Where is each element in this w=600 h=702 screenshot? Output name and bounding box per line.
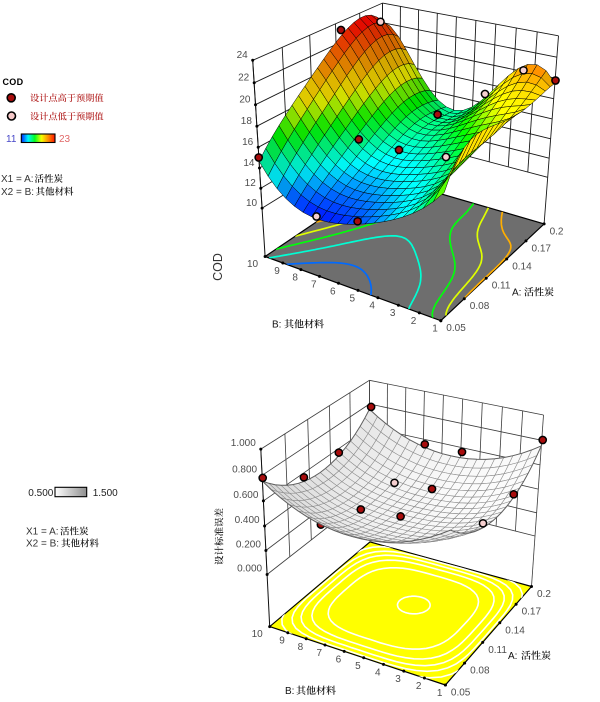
svg-text:2: 2 xyxy=(411,316,417,327)
svg-text:X1 = A:: X1 = A: xyxy=(1,174,34,185)
svg-text:2: 2 xyxy=(416,681,422,692)
svg-text:0.17: 0.17 xyxy=(532,243,552,254)
svg-text:4: 4 xyxy=(375,667,381,678)
svg-text:COD: COD xyxy=(211,253,225,281)
svg-text:0.000: 0.000 xyxy=(237,564,262,575)
svg-text:3: 3 xyxy=(390,308,396,319)
svg-text:COD: COD xyxy=(3,77,24,87)
svg-text:0.08: 0.08 xyxy=(470,301,490,312)
svg-text:4: 4 xyxy=(369,301,375,312)
svg-text:18: 18 xyxy=(241,116,253,127)
svg-text:16: 16 xyxy=(242,137,254,148)
svg-text:0.08: 0.08 xyxy=(470,666,490,677)
svg-text:7: 7 xyxy=(316,648,322,659)
svg-text:7: 7 xyxy=(311,279,317,290)
svg-text:X2 = B:: X2 = B: xyxy=(1,187,34,198)
svg-text:0.800: 0.800 xyxy=(232,464,257,475)
svg-text:1.000: 1.000 xyxy=(231,438,256,449)
svg-text:5: 5 xyxy=(349,293,355,304)
svg-text:9: 9 xyxy=(279,636,285,647)
svg-text:20: 20 xyxy=(239,95,251,106)
svg-text:9: 9 xyxy=(274,266,280,277)
svg-text:0.600: 0.600 xyxy=(233,490,258,501)
svg-text:6: 6 xyxy=(330,286,336,297)
svg-text:0.14: 0.14 xyxy=(505,625,525,636)
svg-text:0.14: 0.14 xyxy=(512,262,532,273)
svg-text:24: 24 xyxy=(237,50,249,61)
svg-text:10: 10 xyxy=(246,198,258,209)
svg-text:A:: A: xyxy=(512,288,521,299)
svg-text:8: 8 xyxy=(298,642,304,653)
svg-text:B:: B: xyxy=(285,686,294,697)
svg-text:23: 23 xyxy=(59,134,71,145)
svg-text:0.05: 0.05 xyxy=(451,688,471,699)
svg-text:0.500: 0.500 xyxy=(28,488,53,499)
svg-text:0.2: 0.2 xyxy=(537,589,551,600)
svg-text:11: 11 xyxy=(6,134,17,145)
svg-text:0.11: 0.11 xyxy=(492,281,511,292)
svg-text:5: 5 xyxy=(355,661,361,672)
svg-text:0.400: 0.400 xyxy=(235,515,260,526)
svg-text:6: 6 xyxy=(336,654,342,665)
svg-text:10: 10 xyxy=(252,629,264,640)
svg-text:1.500: 1.500 xyxy=(93,488,118,499)
svg-text:0.05: 0.05 xyxy=(446,323,466,334)
svg-text:B:: B: xyxy=(272,320,281,331)
svg-text:1: 1 xyxy=(432,324,438,335)
svg-text:0.11: 0.11 xyxy=(488,645,507,656)
svg-text:22: 22 xyxy=(238,73,250,84)
svg-text:10: 10 xyxy=(247,259,259,270)
svg-text:A:: A: xyxy=(508,651,517,662)
svg-text:1: 1 xyxy=(437,688,443,699)
svg-text:X1 = A:: X1 = A: xyxy=(26,527,59,538)
svg-text:12: 12 xyxy=(245,178,257,189)
svg-text:0.200: 0.200 xyxy=(236,540,261,551)
svg-text:8: 8 xyxy=(292,273,298,284)
svg-text:0.2: 0.2 xyxy=(550,226,564,237)
svg-text:14: 14 xyxy=(243,158,255,169)
svg-text:X2 = B:: X2 = B: xyxy=(26,539,59,550)
svg-text:3: 3 xyxy=(395,674,401,685)
svg-text:0.17: 0.17 xyxy=(522,607,542,618)
